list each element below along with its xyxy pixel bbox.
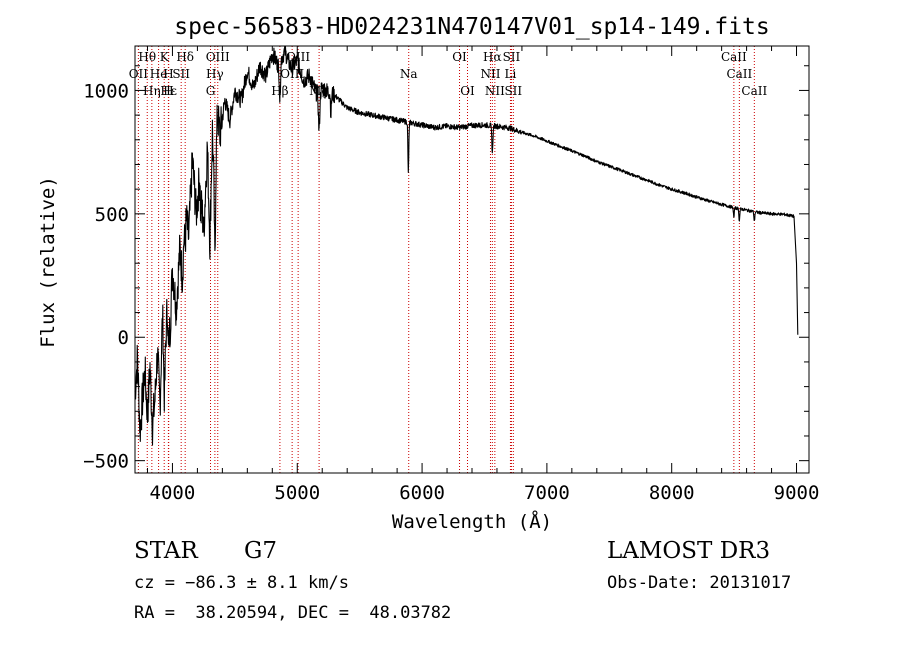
spectral-line-label: Na [400,67,418,81]
spectral-line-label: SII [504,84,522,98]
spectral-line-label: K [160,50,170,64]
spectral-line-label: NII [485,84,505,98]
x-tick-label: 7000 [524,482,570,504]
spectral-line-label: H [163,84,173,98]
spectral-line-label: CaII [721,50,747,64]
x-tick-label: 4000 [150,482,196,504]
spectral-line-label: Mg [309,84,329,98]
x-tick-label: 8000 [649,482,695,504]
spectral-line-label: Hη [143,84,161,98]
y-axis-label: Flux (relative) [37,176,59,348]
x-tick-label: 6000 [399,482,445,504]
spectral-line-label: SII [503,50,521,64]
object-subclass: G7 [244,538,278,564]
chart-title: spec-56583-HD024231N470147V01_sp14-149.f… [174,14,769,40]
spectral-line-label: Li [505,67,517,81]
spectrum-line [134,45,799,446]
x-tick-label: 5000 [274,482,320,504]
y-tick-label: 500 [95,204,129,226]
spectral-line-label: CaII [726,67,752,81]
spectral-line-label: Hδ [176,50,194,64]
spectral-line-label: Hγ [206,67,224,81]
spectral-line-label: OIII [280,67,304,81]
spectral-line-label: He [150,67,168,81]
coordinates: RA = 38.20594, DEC = 48.03782 [134,603,452,623]
object-class: STAR [134,538,198,564]
survey-name: LAMOST DR3 [607,538,771,564]
spectral-line-label: G [206,84,216,98]
spectral-line-label: Hε [160,84,177,98]
spectral-line-label: NII [480,67,500,81]
tick-labels: 4000 5000 6000 7000 8000 9000 −500 0 500 1000 [83,80,819,504]
spectral-line-label: OII [129,67,149,81]
y-tick-label: −500 [83,451,129,473]
plot-frame [134,45,810,474]
x-tick-label: 9000 [774,482,820,504]
spectral-line-label: H [163,67,173,81]
spectral-line-label: Hθ [138,50,156,64]
spectral-line-label: OI [460,84,475,98]
redshift-value: cz = −86.3 ± 8.1 km/s [134,573,349,593]
spectrum-plot [134,45,799,446]
axes [134,45,810,474]
spectral-line-label: CaII [741,84,767,98]
spectral-line-label: Hβ [271,84,288,98]
spectral-line-label: OIII [206,50,230,64]
y-tick-label: 0 [118,327,129,349]
observation-date: Obs-Date: 20131017 [607,573,792,593]
spectral-line-label: OI [452,50,467,64]
spectral-line-label: Hα [483,50,502,64]
x-axis-label: Wavelength (Å) [392,510,552,533]
spectral-line-label: OIII [286,50,310,64]
y-tick-label: 1000 [83,80,129,102]
spectral-line-label: SII [172,67,190,81]
